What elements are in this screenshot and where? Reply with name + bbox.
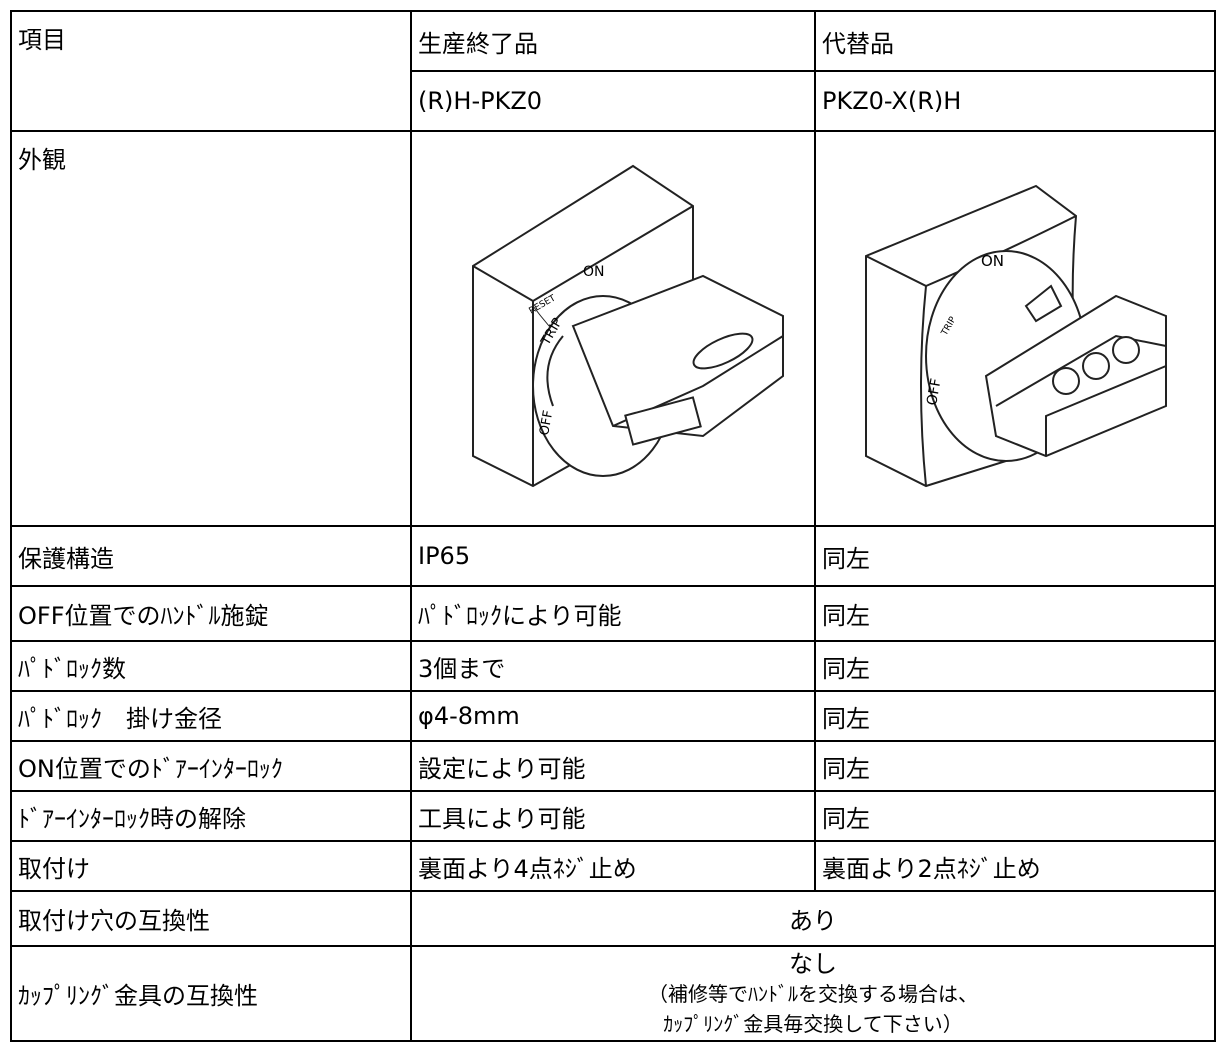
table-row: ON位置でのﾄﾞｱｰｲﾝﾀｰﾛｯｸ 設定により可能 同左 bbox=[10, 740, 1216, 792]
header-cell: PKZ0-X(R)H bbox=[814, 70, 1216, 132]
image-label: ON bbox=[981, 252, 1004, 270]
table-row: 取付け 裏面より4点ﾈｼﾞ止め 裏面より2点ﾈｼﾞ止め bbox=[10, 840, 1216, 892]
row-label: 外観 bbox=[10, 130, 412, 527]
cell: 同左 bbox=[814, 740, 1216, 792]
row-label: 保護構造 bbox=[10, 525, 412, 587]
image-cell: ON RESET TRIP OFF bbox=[410, 130, 816, 527]
table-row: OFF位置でのﾊﾝﾄﾞﾙ施錠 ﾊﾟﾄﾞﾛｯｸにより可能 同左 bbox=[10, 585, 1216, 642]
image-cell: ON TRIP OFF bbox=[814, 130, 1216, 527]
table-row: 取付け穴の互換性 あり bbox=[10, 890, 1216, 947]
new-handle-drawing: ON TRIP OFF bbox=[865, 184, 1167, 487]
table-row: ﾊﾟﾄﾞﾛｯｸ数 3個まで 同左 bbox=[10, 640, 1216, 692]
row-label: 取付け bbox=[10, 840, 412, 892]
cell: 同左 bbox=[814, 640, 1216, 692]
cell: 同左 bbox=[814, 690, 1216, 742]
cell: あり bbox=[410, 890, 1216, 947]
header-cell: 生産終了品 bbox=[410, 10, 816, 72]
image-label: OFF bbox=[537, 409, 556, 436]
cell: 同左 bbox=[814, 790, 1216, 842]
table-row: ﾊﾟﾄﾞﾛｯｸ 掛け金径 φ4-8mm 同左 bbox=[10, 690, 1216, 742]
row-label: ｶｯﾌﾟﾘﾝｸﾞ金具の互換性 bbox=[10, 945, 412, 1042]
cell: ﾊﾟﾄﾞﾛｯｸにより可能 bbox=[410, 585, 816, 642]
cell: 設定により可能 bbox=[410, 740, 816, 792]
cell: φ4-8mm bbox=[410, 690, 816, 742]
header-row: (R)H-PKZ0 PKZ0-X(R)H bbox=[11, 70, 1216, 132]
cell: IP65 bbox=[410, 525, 816, 587]
cell: 裏面より4点ﾈｼﾞ止め bbox=[410, 840, 816, 892]
cell: 同左 bbox=[814, 585, 1216, 642]
cell: 3個まで bbox=[410, 640, 816, 692]
cell-line: なし bbox=[789, 949, 837, 978]
row-label: ﾄﾞｱｰｲﾝﾀｰﾛｯｸ時の解除 bbox=[10, 790, 412, 842]
header-cell: 代替品 bbox=[814, 10, 1216, 72]
header-cell: (R)H-PKZ0 bbox=[410, 70, 816, 132]
appearance-row: 外観 ON RESET TRIP OFF bbox=[10, 130, 1216, 527]
row-label: ﾊﾟﾄﾞﾛｯｸ 掛け金径 bbox=[10, 690, 412, 742]
cell-line: （補修等でﾊﾝﾄﾞﾙを交換する場合は、 bbox=[648, 981, 978, 1006]
table-row: 保護構造 IP65 同左 bbox=[10, 525, 1216, 587]
image-label: OFF bbox=[924, 377, 944, 406]
cell: 同左 bbox=[814, 525, 1216, 587]
image-label: ON bbox=[583, 264, 605, 280]
header-cell: 項目 bbox=[10, 10, 412, 132]
row-label: OFF位置でのﾊﾝﾄﾞﾙ施錠 bbox=[10, 585, 412, 642]
row-label: ﾊﾟﾄﾞﾛｯｸ数 bbox=[10, 640, 412, 692]
cell-line: ｶｯﾌﾟﾘﾝｸﾞ金具毎交換して下さい） bbox=[663, 1011, 963, 1036]
cell: 裏面より2点ﾈｼﾞ止め bbox=[814, 840, 1216, 892]
cell: なし （補修等でﾊﾝﾄﾞﾙを交換する場合は、 ｶｯﾌﾟﾘﾝｸﾞ金具毎交換して下さい） bbox=[410, 945, 1216, 1042]
header-row: 項目 生産終了品 代替品 bbox=[10, 10, 1216, 132]
table-row: ｶｯﾌﾟﾘﾝｸﾞ金具の互換性 なし （補修等でﾊﾝﾄﾞﾙを交換する場合は、 ｶｯﾌﾟﾘ… bbox=[10, 945, 1216, 1042]
comparison-table: 項目 生産終了品 代替品 (R)H-PKZ0 PKZ0-X(R)H 外観 ON … bbox=[10, 10, 1216, 1042]
row-label: ON位置でのﾄﾞｱｰｲﾝﾀｰﾛｯｸ bbox=[10, 740, 412, 792]
row-label: 取付け穴の互換性 bbox=[10, 890, 412, 947]
old-handle-drawing: ON RESET TRIP OFF bbox=[472, 164, 784, 487]
table-row: ﾄﾞｱｰｲﾝﾀｰﾛｯｸ時の解除 工具により可能 同左 bbox=[10, 790, 1216, 842]
cell: 工具により可能 bbox=[410, 790, 816, 842]
